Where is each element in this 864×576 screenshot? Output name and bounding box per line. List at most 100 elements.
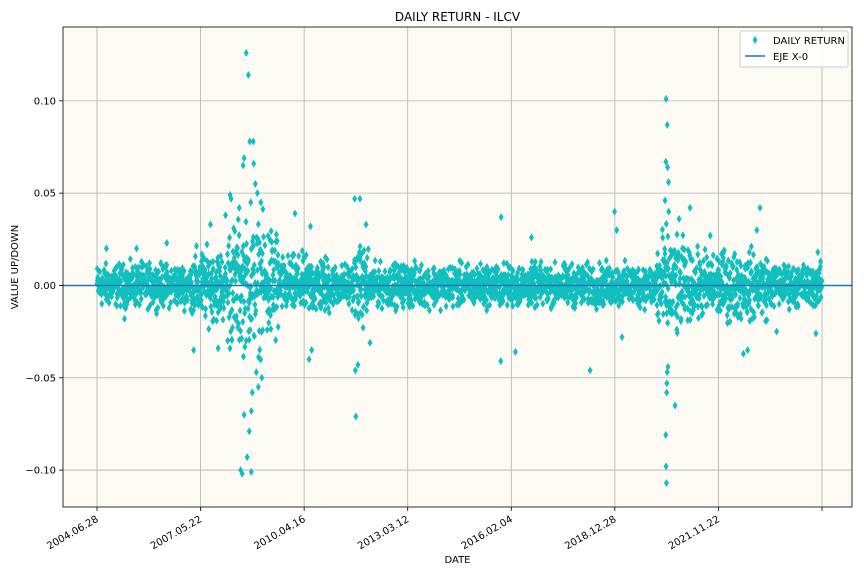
daily-return-point xyxy=(734,258,740,267)
legend-label-eje-x-0: EJE X-0 xyxy=(773,52,808,63)
daily-return-point xyxy=(311,302,317,311)
daily-return-point xyxy=(275,251,281,260)
daily-return-point xyxy=(616,301,622,310)
daily-return-point xyxy=(258,287,264,296)
daily-return-point xyxy=(664,379,670,388)
daily-return-point xyxy=(588,275,594,284)
daily-return-point xyxy=(241,154,247,163)
daily-return-point xyxy=(248,282,254,291)
daily-return-point xyxy=(682,292,688,301)
daily-return-point xyxy=(245,266,251,275)
daily-return-point xyxy=(386,287,392,296)
daily-return-point xyxy=(534,300,540,309)
daily-return-point xyxy=(394,302,400,311)
daily-return-point xyxy=(198,291,204,300)
daily-return-point xyxy=(303,298,309,307)
daily-return-point xyxy=(478,259,484,268)
daily-return-point xyxy=(359,310,365,319)
daily-return-point xyxy=(666,207,672,216)
daily-return-point xyxy=(565,298,571,307)
daily-return-point xyxy=(363,292,369,301)
daily-return-point xyxy=(346,299,352,308)
daily-return-point xyxy=(299,277,305,286)
daily-return-point xyxy=(674,312,680,321)
daily-return-point xyxy=(296,252,302,261)
daily-return-point xyxy=(230,247,236,256)
daily-return-point xyxy=(269,237,275,246)
daily-return-point xyxy=(664,258,670,267)
daily-return-point xyxy=(581,295,587,304)
daily-return-point xyxy=(705,300,711,309)
daily-return-point xyxy=(443,302,449,311)
daily-return-point xyxy=(658,299,664,308)
daily-return-point xyxy=(483,280,489,289)
daily-return-point xyxy=(202,311,208,320)
daily-return-point xyxy=(391,290,397,299)
daily-return-point xyxy=(405,274,411,283)
daily-return-point xyxy=(593,305,599,314)
daily-return-point xyxy=(363,262,369,271)
daily-return-point xyxy=(319,285,325,294)
daily-return-point xyxy=(520,265,526,274)
daily-return-point xyxy=(299,246,305,255)
daily-return-point xyxy=(700,309,706,318)
daily-return-point xyxy=(324,273,330,282)
daily-return-point xyxy=(527,288,533,297)
daily-return-point xyxy=(198,296,204,305)
daily-return-point xyxy=(210,257,216,266)
daily-return-point xyxy=(243,48,249,57)
daily-return-point xyxy=(267,276,273,285)
daily-return-point xyxy=(259,249,265,258)
daily-return-point xyxy=(279,302,285,311)
daily-return-point xyxy=(246,256,251,265)
daily-return-point xyxy=(663,462,669,471)
daily-return-point xyxy=(254,266,260,275)
daily-return-point xyxy=(804,270,810,279)
daily-return-point xyxy=(330,299,336,308)
daily-return-point xyxy=(347,267,353,276)
daily-return-point xyxy=(367,276,373,285)
daily-return-point xyxy=(196,287,202,296)
daily-return-point xyxy=(673,263,679,272)
daily-return-point xyxy=(664,120,670,129)
daily-return-point xyxy=(672,253,678,262)
daily-return-point xyxy=(663,431,669,439)
daily-return-point xyxy=(261,232,267,241)
daily-return-point xyxy=(785,268,791,277)
daily-return-point xyxy=(596,259,602,268)
daily-return-point xyxy=(302,301,308,310)
daily-return-point xyxy=(431,269,437,278)
daily-return-point xyxy=(356,314,361,323)
daily-return-point xyxy=(659,225,665,234)
daily-return-point xyxy=(670,264,676,273)
daily-return-point xyxy=(393,306,399,315)
daily-return-point xyxy=(401,261,407,270)
daily-return-point xyxy=(223,211,229,220)
daily-return-point xyxy=(178,286,184,295)
daily-return-point xyxy=(651,295,657,304)
daily-return-point xyxy=(483,285,489,294)
daily-return-point xyxy=(805,292,811,301)
daily-return-point xyxy=(789,271,795,280)
daily-return-point xyxy=(498,293,504,302)
daily-return-point xyxy=(514,292,520,301)
daily-return-point xyxy=(734,265,740,274)
daily-return-point xyxy=(607,264,612,273)
daily-return-point xyxy=(240,317,246,326)
daily-return-point xyxy=(685,286,691,295)
daily-return-point xyxy=(500,296,506,305)
daily-return-point xyxy=(274,302,280,311)
daily-return-point xyxy=(785,284,791,293)
daily-return-point xyxy=(545,294,551,303)
daily-return-point xyxy=(737,294,743,303)
daily-return-point xyxy=(203,304,209,313)
daily-return-point xyxy=(377,257,383,266)
daily-return-point xyxy=(683,257,689,266)
daily-return-point xyxy=(528,284,534,293)
daily-return-point xyxy=(672,401,678,410)
daily-return-point xyxy=(537,293,543,302)
daily-return-point xyxy=(229,276,235,285)
daily-return-point xyxy=(674,328,680,337)
daily-return-point xyxy=(304,287,310,296)
daily-return-point xyxy=(257,259,263,268)
